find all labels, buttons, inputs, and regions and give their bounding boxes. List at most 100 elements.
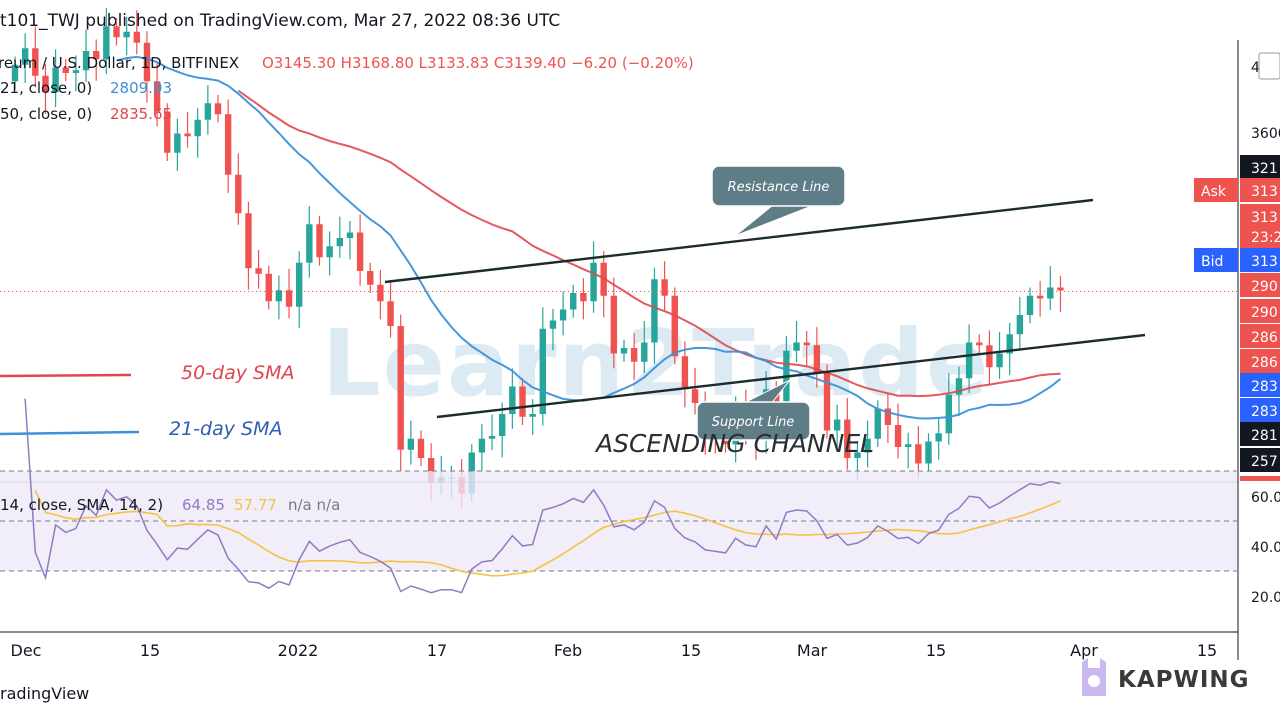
candle-body: [214, 103, 222, 115]
candle-body: [549, 320, 557, 329]
candle-body: [620, 348, 628, 354]
candle-body: [11, 64, 19, 82]
rsi-legend-na: n/a n/a: [288, 496, 340, 514]
price-axis-badge: [1240, 324, 1280, 348]
resistance-callout: Resistance Line: [711, 165, 846, 237]
price-axis-badge: [1240, 373, 1280, 397]
price-axis-badge-cut: [1240, 476, 1280, 481]
candle-body: [823, 372, 831, 431]
candle-body: [1006, 334, 1013, 354]
candle-body: [641, 342, 648, 362]
sma50-key-line: [0, 373, 132, 378]
price-axis-label: 313: [1251, 254, 1278, 270]
support-callout-box: [696, 401, 811, 441]
price-tag-label: Ask: [1201, 184, 1227, 200]
candle-body: [935, 433, 942, 442]
candle-body: [905, 444, 912, 447]
kapwing-logo-icon: [1082, 658, 1106, 696]
candle-body: [529, 414, 536, 417]
price-axis-label: 313: [1251, 184, 1278, 200]
candle-body: [245, 213, 252, 269]
candle-body: [21, 48, 29, 65]
rsi-axis-label: 20.00: [1251, 590, 1280, 606]
candle-body: [427, 458, 435, 483]
resistance-callout-label: Resistance Line: [728, 180, 830, 195]
rsi-ma-line: [34, 490, 1061, 577]
price-axis-label: 23:2: [1251, 230, 1280, 246]
candle-body: [559, 309, 567, 321]
time-axis-label: 15: [1197, 641, 1217, 660]
candle-body: [224, 114, 232, 175]
candle-body: [326, 246, 333, 258]
candle-body: [671, 295, 678, 357]
candle-body: [793, 342, 800, 351]
legend-ohlc: O3145.30 H3168.80 L3133.83 C3139.40 −6.2…: [262, 54, 694, 72]
candle-body: [133, 31, 140, 43]
price-axis-label: 286: [1251, 355, 1278, 371]
legend-ma50: 50, close, 0): [0, 105, 92, 123]
candle-body: [996, 353, 1003, 368]
candle-body: [265, 273, 272, 302]
candle-body: [275, 290, 283, 302]
candle-body: [336, 238, 343, 247]
candle-body: [285, 290, 293, 307]
rsi-band: [0, 471, 1237, 571]
footer-brand: radingView: [0, 684, 90, 703]
candle-body: [52, 67, 59, 93]
price-axis-label: 4: [1251, 60, 1260, 76]
rsi-legend: 14, close, SMA, 14, 2): [0, 496, 163, 514]
price-axis-badge: [1240, 248, 1280, 272]
candle-body: [783, 350, 790, 431]
candle-body: [103, 26, 110, 60]
price-axis-badge: [1240, 448, 1280, 472]
candle-body: [367, 271, 374, 285]
legend-symbol: reum / U.S. Dollar, 1D, BITFINEX: [0, 54, 239, 72]
candle-body: [884, 408, 892, 425]
candle-body: [986, 345, 993, 368]
sma21-label: 21-day SMA: [169, 418, 282, 440]
candle-body: [123, 31, 130, 38]
candle-body: [316, 224, 323, 258]
candle-body: [539, 328, 546, 414]
candle-body: [72, 70, 80, 73]
candle-body: [32, 48, 39, 76]
candle-body: [42, 75, 49, 93]
price-tag-label: Bid: [1201, 254, 1223, 270]
candle-body: [204, 103, 212, 120]
price-tag-ask: [1194, 178, 1238, 202]
time-axis-label: 15: [926, 641, 946, 660]
support-line: [436, 333, 1146, 419]
candle-body: [488, 436, 496, 439]
price-axis-label: 313: [1251, 210, 1278, 226]
candle-body: [813, 345, 821, 373]
price-axis-label: 321: [1251, 161, 1278, 177]
time-axis-label: Mar: [797, 641, 828, 660]
candle-body: [82, 51, 90, 71]
publish-header: t101_TWJ published on TradingView.com, M…: [0, 0, 1280, 40]
candle-body: [894, 425, 902, 447]
price-axis-scale-button: [1258, 52, 1280, 80]
candle-body: [356, 232, 364, 271]
candle-body: [945, 394, 952, 434]
price-axis-label: 3600: [1251, 126, 1280, 142]
rsi-line: [24, 398, 1061, 594]
candle-body: [164, 111, 171, 153]
rsi-legend-ma-value: 57.77: [234, 496, 277, 514]
time-axis-label: 17: [427, 641, 447, 660]
candle-body: [407, 438, 415, 450]
candle-body: [976, 342, 983, 346]
candle-body: [1036, 295, 1044, 299]
candle-body: [833, 419, 841, 431]
price-axis-label: 281: [1251, 428, 1278, 444]
candle-body: [590, 262, 597, 302]
candle-body: [570, 293, 577, 310]
price-axis-label: 283: [1251, 379, 1278, 395]
price-tag-bid: [1194, 248, 1238, 272]
price-axis-label: 286: [1251, 330, 1278, 346]
publish-title: t101_TWJ published on TradingView.com, M…: [0, 11, 561, 31]
candle-body: [93, 51, 100, 60]
candle-body: [194, 119, 201, 137]
candle-body: [519, 386, 526, 417]
kapwing-label: KAPWING: [1118, 667, 1250, 693]
